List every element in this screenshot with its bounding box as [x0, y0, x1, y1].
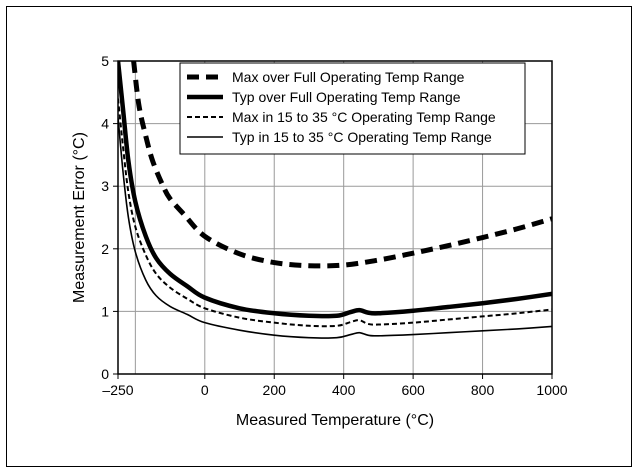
x-tick-label: 400 [332, 382, 356, 398]
x-tick-label: –250 [102, 382, 133, 398]
y-tick-label: 4 [101, 116, 109, 132]
series-line-4 [118, 117, 552, 339]
plot-area-border [117, 60, 553, 375]
x-tick-label: 1000 [536, 382, 567, 398]
legend: Max over Full Operating Temp Range Typ ov… [179, 62, 526, 155]
y-tick-label: 3 [101, 178, 109, 194]
legend-box [179, 62, 526, 155]
series-line-3 [118, 98, 552, 328]
series-line-2 [118, 61, 552, 319]
y-tick-label: 2 [101, 241, 109, 257]
y-tick-label: 5 [101, 53, 109, 69]
legend-label-3: Max in 15 to 35 °C Operating Temp Range [232, 109, 496, 125]
x-tick-label: 0 [201, 382, 209, 398]
x-tick-label: 200 [263, 382, 287, 398]
y-axis-label: Measurement Error (°C) [71, 132, 88, 303]
series-lines [118, 61, 552, 339]
series-line-1 [131, 61, 552, 269]
legend-label-2: Typ over Full Operating Temp Range [232, 89, 461, 105]
legend-label-1: Max over Full Operating Temp Range [232, 69, 465, 85]
y-tick-label: 0 [101, 366, 109, 382]
x-axis-label: Measured Temperature (°C) [236, 412, 434, 429]
x-tick-label: 800 [471, 382, 495, 398]
legend-label-4: Typ in 15 to 35 °C Operating Temp Range [232, 129, 492, 145]
x-tick-label: 600 [401, 382, 425, 398]
y-tick-label: 1 [101, 303, 109, 319]
